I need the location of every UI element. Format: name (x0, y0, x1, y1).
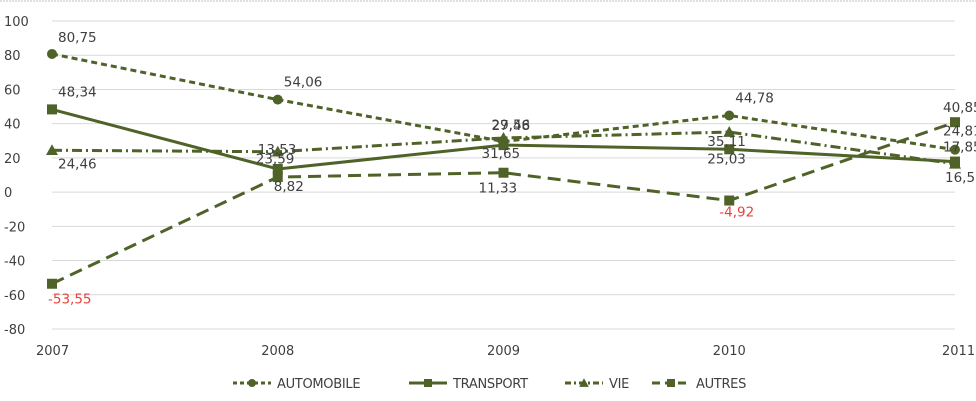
data-label-automobile: 44,78 (735, 90, 774, 106)
y-tick-label: 60 (4, 83, 21, 98)
data-label-autres: 8,82 (274, 179, 304, 195)
data-label-vie: 16,55 (945, 170, 976, 186)
data-label-autres: -53,55 (48, 292, 92, 308)
data-label-automobile: 54,06 (284, 75, 323, 91)
y-tick-label: -40 (4, 255, 25, 270)
data-label-vie: 23,59 (256, 152, 295, 168)
point-vie (271, 145, 284, 157)
data-label-vie: 31,65 (482, 146, 521, 162)
legend-marker-autres (667, 379, 675, 387)
data-labels: 80,75 54,06 29,56 44,78 24,81 48,34 13,53 27,48… (48, 30, 976, 308)
point-autres (950, 117, 960, 128)
data-label-vie: 24,46 (58, 156, 97, 172)
point-transport (724, 144, 735, 155)
data-label-transport: 13,53 (258, 142, 297, 158)
series-layer (46, 48, 961, 289)
data-label-transport: 17,85 (943, 140, 976, 156)
data-label-automobile: 29,56 (492, 118, 531, 134)
data-label-autres: 40,85 (943, 100, 976, 116)
point-autres (724, 195, 735, 206)
legend-label-autres: AUTRES (696, 377, 746, 392)
x-tick-label: 2009 (487, 344, 520, 359)
y-tick-label: 40 (4, 118, 21, 133)
data-label-transport: 25,03 (707, 151, 746, 167)
legend-marker-vie (579, 378, 589, 387)
point-autres (498, 167, 509, 178)
point-transport (498, 140, 509, 151)
point-vie (949, 157, 961, 169)
data-label-transport: 27,48 (492, 118, 531, 134)
grid-layer (52, 20, 955, 330)
point-automobile (724, 110, 735, 121)
y-tick-label: -60 (4, 289, 25, 304)
data-label-autres: -4,92 (719, 205, 754, 221)
y-tick-label: 0 (4, 186, 12, 201)
legend-marker-transport (424, 379, 432, 387)
point-vie (723, 126, 736, 137)
point-vie (46, 144, 58, 156)
y-tick-label: 100 (4, 15, 29, 30)
series-line-autres (51, 120, 956, 286)
legend-label-automobile: AUTOMOBILE (277, 377, 360, 392)
legend-label-vie: VIE (609, 377, 629, 392)
point-autres (272, 172, 283, 183)
point-automobile (47, 48, 57, 59)
legend-marker-automobile (248, 379, 256, 387)
point-automobile (272, 94, 283, 105)
x-tick-label: 2011 (942, 344, 975, 359)
data-label-vie: 35,11 (707, 134, 746, 150)
point-transport (272, 163, 283, 174)
data-label-transport: 48,34 (58, 84, 97, 100)
y-axis-ticks: -80 -60 -40 -20 0 20 40 60 80 100 (4, 15, 29, 338)
y-tick-label: 80 (4, 49, 21, 64)
point-autres (47, 278, 57, 289)
data-label-autres: 11,33 (479, 181, 518, 197)
x-tick-label: 2010 (713, 344, 746, 359)
x-tick-label: 2008 (261, 344, 294, 359)
y-tick-label: -80 (4, 323, 25, 338)
y-tick-label: -20 (4, 220, 25, 235)
legend-label-transport: TRANSPORT (452, 377, 528, 392)
data-label-automobile: 24,81 (943, 124, 976, 140)
data-label-automobile: 80,75 (58, 30, 97, 46)
point-vie (497, 131, 510, 143)
point-transport (47, 104, 57, 115)
x-tick-label: 2007 (36, 344, 69, 359)
y-tick-label: 20 (4, 152, 21, 167)
point-automobile (950, 144, 960, 155)
legend: AUTOMOBILE TRANSPORT VIE AUTRES (233, 377, 746, 392)
series-line-automobile (51, 52, 956, 152)
x-axis-ticks: 2007 2008 2009 2010 2011 (36, 344, 975, 359)
